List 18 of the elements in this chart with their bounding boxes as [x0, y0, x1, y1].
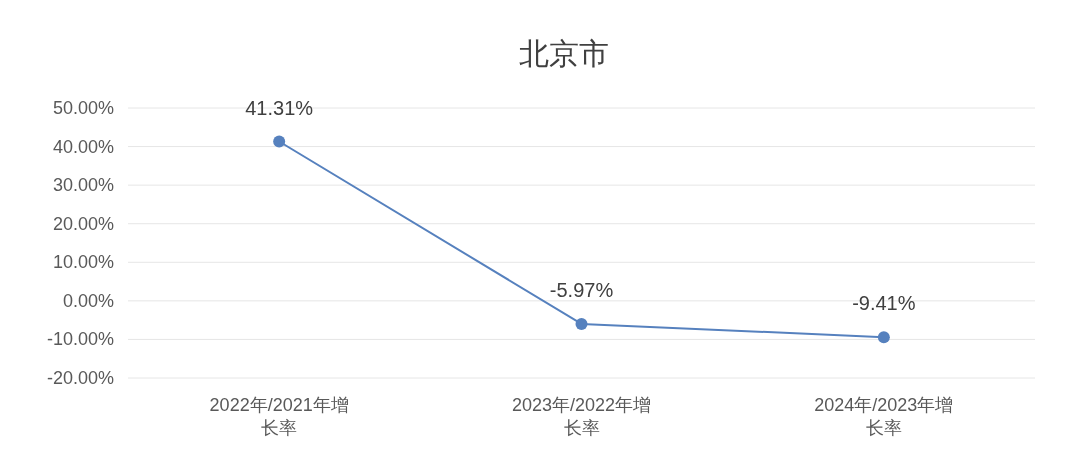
- y-tick-label: -10.00%: [46, 329, 114, 350]
- x-tick-label: 2023年/2022年增长率: [510, 394, 653, 440]
- point: [877, 331, 890, 344]
- y-tick-label: 50.00%: [52, 98, 114, 118]
- data-label: -9.41%: [852, 292, 916, 315]
- y-tick-label: 30.00%: [52, 175, 114, 196]
- y-tick-label: 10.00%: [52, 252, 114, 273]
- data-label: 41.31%: [245, 96, 314, 119]
- point: [575, 317, 588, 330]
- x-tick-label: 2024年/2023年增长率: [813, 394, 955, 440]
- y-tick-label: -20.00%: [46, 368, 114, 388]
- data-label: -5.97%: [549, 278, 614, 301]
- chart-title: 北京市: [518, 37, 609, 70]
- y-tick-label: 40.00%: [52, 136, 114, 157]
- point: [273, 135, 286, 148]
- y-tick-label: 0.00%: [62, 290, 114, 311]
- y-tick-label: 20.00%: [52, 213, 114, 234]
- x-tick-label: 2022年/2021年增长率: [208, 394, 350, 440]
